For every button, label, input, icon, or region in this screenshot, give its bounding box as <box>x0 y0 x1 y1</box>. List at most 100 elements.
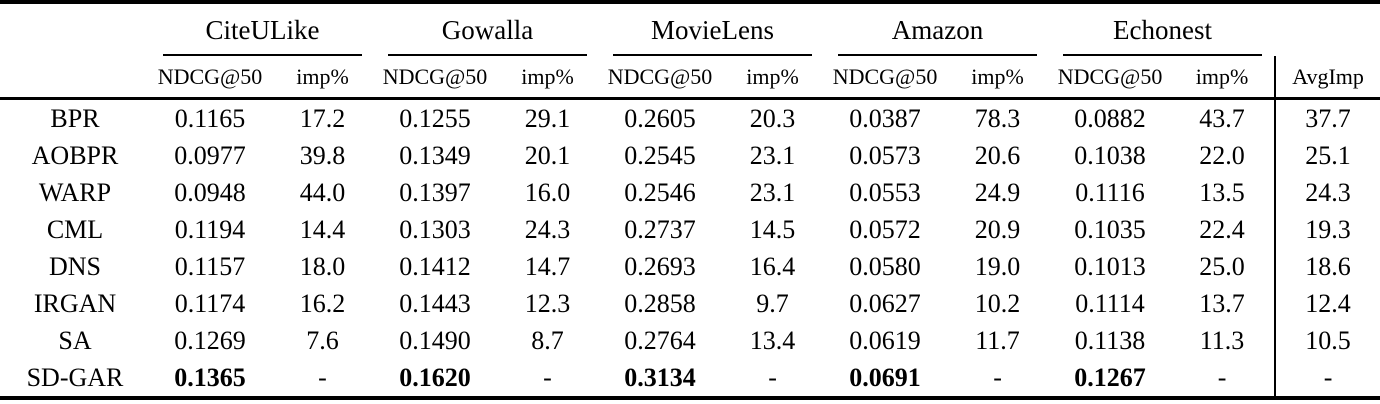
metric-value: 14.7 <box>524 251 571 281</box>
metric-value: 0.1349 <box>399 140 471 170</box>
metric-value: 20.9 <box>974 214 1021 244</box>
metric-value: 0.1116 <box>1075 177 1145 207</box>
metric-value: - <box>318 362 327 392</box>
metric-value: 13.7 <box>1199 288 1245 318</box>
metric-value: 0.1620 <box>399 362 471 392</box>
metric-value: 17.2 <box>299 103 346 133</box>
metric-value: 0.0691 <box>849 362 921 392</box>
metric-value: 10.2 <box>974 288 1021 318</box>
dataset-header-movielens: MovieLens <box>600 2 825 56</box>
table-row-warp: WARP 0.0948 44.0 0.1397 16.0 0.2546 23.1… <box>0 174 1380 211</box>
metric-value: 19.0 <box>974 251 1021 281</box>
metric-value: 22.0 <box>1199 140 1245 170</box>
table-row-bpr: BPR 0.1165 17.2 0.1255 29.1 0.2605 20.3 … <box>0 98 1380 137</box>
method-name: DNS <box>48 251 101 281</box>
metric-value: 0.1255 <box>399 103 471 133</box>
avgimp-value: 37.7 <box>1274 98 1380 137</box>
metric-value: 13.5 <box>1199 177 1245 207</box>
metric-value: 0.0553 <box>849 177 921 207</box>
table-row-aobpr: AOBPR 0.0977 39.8 0.1349 20.1 0.2545 23.… <box>0 137 1380 174</box>
ndcg-header: NDCG@50 <box>375 56 496 100</box>
avgimp-value: - <box>1274 359 1380 398</box>
method-name: CML <box>46 214 104 244</box>
metric-value: 0.0572 <box>849 214 921 244</box>
dataset-header-row: CiteULike Gowalla MovieLens Amazon Echon… <box>0 2 1380 56</box>
dataset-label: Amazon <box>838 10 1038 56</box>
ndcg-header: NDCG@50 <box>825 56 946 100</box>
avgimp-value: 10.5 <box>1274 322 1380 359</box>
dataset-header-echonest: Echonest <box>1050 2 1275 56</box>
metric-value: 0.1035 <box>1074 214 1146 244</box>
metric-value: 0.2693 <box>624 251 696 281</box>
metric-value: 0.0882 <box>1074 103 1146 133</box>
metric-value: 0.1114 <box>1075 288 1145 318</box>
table-row-cml: CML 0.1194 14.4 0.1303 24.3 0.2737 14.5 … <box>0 211 1380 248</box>
dataset-label: MovieLens <box>613 10 813 56</box>
metric-value: 0.0387 <box>849 103 921 133</box>
metric-value: 0.0580 <box>849 251 921 281</box>
metric-value: 39.8 <box>299 140 346 170</box>
dataset-header-gowalla: Gowalla <box>375 2 600 56</box>
dataset-header-citeulike: CiteULike <box>150 2 375 56</box>
table-row-sdgar: SD-GAR 0.1365 - 0.1620 - 0.3134 - 0.0691… <box>0 359 1380 398</box>
imp-header: imp% <box>1170 56 1276 100</box>
metric-value: - <box>993 362 1002 392</box>
metric-value: - <box>543 362 552 392</box>
metric-value: 0.1165 <box>174 103 246 133</box>
metric-value: 13.4 <box>749 325 796 355</box>
imp-header: imp% <box>720 56 826 100</box>
metric-value: 23.1 <box>749 177 796 207</box>
metric-value: 0.1490 <box>399 325 471 355</box>
metric-value: 11.7 <box>975 325 1020 355</box>
table-row-irgan: IRGAN 0.1174 16.2 0.1443 12.3 0.2858 9.7… <box>0 285 1380 322</box>
metric-value: 8.7 <box>531 325 564 355</box>
metric-value: 44.0 <box>299 177 346 207</box>
imp-header: imp% <box>945 56 1051 100</box>
metric-value: 0.1138 <box>1074 325 1146 355</box>
imp-header: imp% <box>270 56 376 100</box>
avgimp-value: 25.1 <box>1274 137 1380 174</box>
metric-value: 9.7 <box>756 288 789 318</box>
metric-value: - <box>768 362 777 392</box>
metric-value: 20.6 <box>974 140 1021 170</box>
metric-value: 20.3 <box>749 103 796 133</box>
metric-value: 78.3 <box>974 103 1021 133</box>
metric-value: 7.6 <box>306 325 339 355</box>
metric-value: 24.9 <box>974 177 1021 207</box>
ndcg-header: NDCG@50 <box>150 56 270 100</box>
metric-value: 14.4 <box>299 214 346 244</box>
metric-value: 0.1194 <box>174 214 246 244</box>
ndcg-header: NDCG@50 <box>1050 56 1171 100</box>
imp-header: imp% <box>495 56 601 100</box>
metric-value: 0.1267 <box>1074 362 1146 392</box>
metric-value: 25.0 <box>1199 251 1245 281</box>
metric-value: 0.2764 <box>624 325 696 355</box>
metric-value: 23.1 <box>749 140 796 170</box>
metric-value: 0.3134 <box>624 362 696 392</box>
metric-value: 16.4 <box>749 251 796 281</box>
method-name: AOBPR <box>31 140 119 170</box>
avgimp-value: 18.6 <box>1274 248 1380 285</box>
dataset-label: Echonest <box>1063 10 1263 56</box>
metric-value: 0.2605 <box>624 103 696 133</box>
method-name: WARP <box>38 177 112 207</box>
metric-value: 0.1412 <box>399 251 471 281</box>
avgimp-value: 12.4 <box>1274 285 1380 322</box>
avgimp-value: 24.3 <box>1274 174 1380 211</box>
dataset-label: Gowalla <box>388 10 588 56</box>
avgimp-spacer <box>1275 2 1380 56</box>
metric-value: 0.1365 <box>174 362 246 392</box>
metric-value: 12.3 <box>524 288 571 318</box>
metric-value: 0.1303 <box>399 214 471 244</box>
metric-value: 18.0 <box>299 251 346 281</box>
dataset-header-amazon: Amazon <box>825 2 1050 56</box>
metric-header-row: NDCG@50 imp% NDCG@50 imp% NDCG@50 imp% N… <box>0 56 1380 100</box>
metric-value: 0.1269 <box>174 325 246 355</box>
metric-value: 0.2858 <box>624 288 696 318</box>
method-column-spacer <box>0 56 150 100</box>
avgimp-header: AvgImp <box>1274 56 1380 100</box>
metric-value: 0.2545 <box>624 140 696 170</box>
metric-value: 0.1443 <box>399 288 471 318</box>
metric-value: 0.2737 <box>624 214 696 244</box>
avgimp-value: 19.3 <box>1274 211 1380 248</box>
